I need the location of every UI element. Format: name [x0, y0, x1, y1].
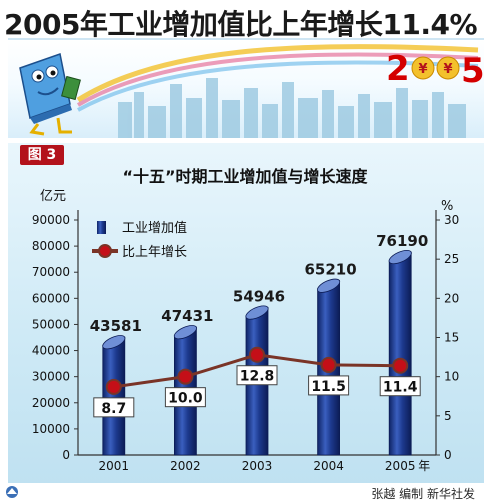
year-digit-4: 5 — [461, 51, 484, 91]
bar-value-label: 54946 — [233, 288, 285, 306]
y-left-tick-label: 30000 — [32, 370, 70, 384]
growth-value-label: 10.0 — [168, 391, 203, 407]
bar-value-label: 47431 — [161, 307, 213, 325]
bar — [102, 335, 126, 456]
coin-icon — [411, 56, 435, 80]
growth-label-box — [308, 375, 350, 396]
y-right-tick-label: 5 — [444, 409, 452, 423]
year-digit-2: ¥ — [418, 62, 427, 77]
x-tick-label: 2002 — [170, 459, 201, 473]
x-tick-label: 2005 — [385, 459, 416, 473]
legend-bar-swatch — [97, 221, 106, 234]
banner: 2 ¥ ¥ 5 — [8, 38, 484, 138]
legend-bar-label: 工业增加值 — [122, 220, 187, 236]
y-right-tick-label: 30 — [444, 213, 459, 227]
axes: 0 10000 20000 30000 40000 50000 60000 70000 8000… — [32, 210, 459, 473]
x-unit-suffix: 年 — [418, 459, 430, 473]
line-series — [105, 346, 409, 395]
growth-value-label: 8.7 — [101, 401, 126, 417]
bar — [388, 249, 412, 456]
growth-point — [392, 357, 409, 374]
bar-top — [245, 305, 269, 320]
bar-top — [173, 325, 197, 340]
headline-bar: 2005年工业增加值比上年增长11.4% — [0, 0, 491, 41]
bar-value-label: 43581 — [90, 317, 142, 335]
year-digit-1: 2 — [386, 49, 410, 89]
growth-value-label: 12.8 — [240, 369, 275, 385]
chart-title: “十五”时期工业增加值与增长速度 — [122, 167, 368, 186]
y-right-tick-label: 10 — [444, 370, 459, 384]
y-right-tick-label: 15 — [444, 331, 459, 345]
credit: 张越 编制 新华社发 — [371, 487, 475, 501]
y-left-tick-label: 60000 — [32, 291, 70, 305]
y-left-tick-label: 90000 — [32, 213, 70, 227]
value-labels: 43581 47431 54946 65210 76190 8.7 10.0 12.8 11.5… — [90, 232, 428, 418]
y-left-tick-label: 10000 — [32, 422, 70, 436]
bar-body — [388, 251, 412, 456]
growth-label-box — [236, 365, 278, 386]
growth-label-box — [93, 397, 135, 418]
y-right-tick-label: 0 — [444, 448, 452, 462]
coin-icon — [436, 56, 460, 80]
xinhua-logo-icon — [6, 486, 18, 498]
page-title: 2005年工业增加值比上年增长11.4% — [4, 8, 478, 41]
legend-line-marker — [98, 244, 112, 258]
growth-point — [249, 346, 265, 363]
bar-value-label: 65210 — [305, 261, 357, 279]
bar-top — [317, 278, 341, 293]
y-left-tick-label: 40000 — [32, 344, 70, 358]
growth-label-box — [164, 387, 206, 408]
y-left-tick-label: 80000 — [32, 239, 70, 253]
growth-value-label: 11.5 — [311, 379, 346, 395]
growth-label-box — [379, 376, 421, 397]
growth-value-label: 11.4 — [383, 380, 418, 396]
growth-point — [177, 368, 194, 385]
bar-top — [102, 335, 126, 350]
growth-point — [320, 356, 337, 373]
y-right-tick-label: 20 — [444, 291, 459, 305]
y-right-unit: % — [441, 199, 453, 214]
year-badge: 2 ¥ ¥ 5 — [386, 49, 484, 91]
legend: 工业增加值 比上年增长 — [92, 220, 187, 260]
y-left-unit: 亿元 — [40, 189, 66, 204]
banner-art: 2 ¥ ¥ 5 — [19, 44, 484, 138]
x-tick-label: 2001 — [99, 459, 130, 473]
y-left-tick-label: 0 — [62, 448, 70, 462]
y-left-tick-label: 70000 — [32, 265, 70, 279]
figure-tag: 图 3 — [20, 145, 64, 165]
bar-value-label: 76190 — [376, 232, 428, 250]
growth-point — [105, 378, 122, 395]
x-tick-label: 2004 — [313, 459, 344, 473]
bar-top — [388, 249, 412, 265]
footer — [0, 483, 491, 500]
skyline-icon — [118, 78, 466, 138]
year-digit-3: ¥ — [443, 62, 452, 77]
legend-line-label: 比上年增长 — [122, 245, 187, 260]
y-right-tick-label: 25 — [444, 252, 459, 266]
y-left-tick-label: 50000 — [32, 317, 70, 331]
y-left-tick-label: 20000 — [32, 396, 70, 410]
bar-body — [102, 336, 126, 456]
x-tick-label: 2003 — [242, 459, 273, 473]
mascot-icon — [19, 53, 81, 136]
